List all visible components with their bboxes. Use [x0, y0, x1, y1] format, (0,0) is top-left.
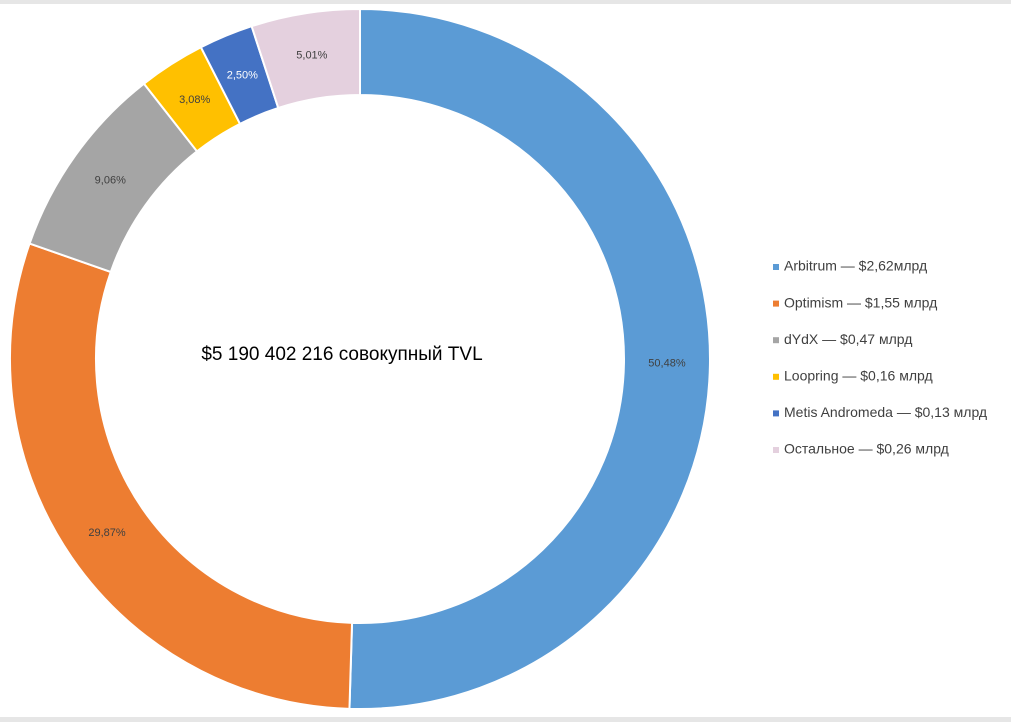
legend-label: Metis Andromeda — $0,13 млрд: [784, 404, 987, 420]
legend-swatch: [773, 300, 779, 307]
legend-label: Arbitrum — $2,62млрд: [784, 258, 927, 274]
top-border: [0, 0, 1011, 4]
value-label: 50,48%: [648, 358, 686, 370]
bottom-border: [0, 717, 1011, 722]
value-label: 3,08%: [179, 94, 210, 106]
value-label: 2,50%: [227, 69, 258, 81]
donut-segment: [250, 7, 361, 110]
value-label: 5,01%: [296, 50, 327, 62]
legend-swatch: [773, 264, 779, 270]
legend-label: Optimism — $1,55 млрд: [784, 294, 937, 310]
value-label: 9,06%: [95, 174, 126, 186]
donut-segment: [9, 242, 354, 710]
legend-swatch: [773, 337, 779, 344]
donut-segment: [348, 7, 711, 710]
legend-label: Остальное — $0,26 млрд: [784, 441, 949, 457]
legend-swatch: [773, 447, 779, 453]
legend-label: dYdX — $0,47 млрд: [784, 331, 912, 347]
legend-swatch: [773, 373, 779, 380]
value-label: 29,87%: [88, 527, 126, 539]
center-annotation: $5 190 402 216 совокупный TVL: [201, 344, 482, 365]
legend-label: Loopring — $0,16 млрд: [784, 368, 933, 384]
legend-swatch: [773, 410, 779, 417]
